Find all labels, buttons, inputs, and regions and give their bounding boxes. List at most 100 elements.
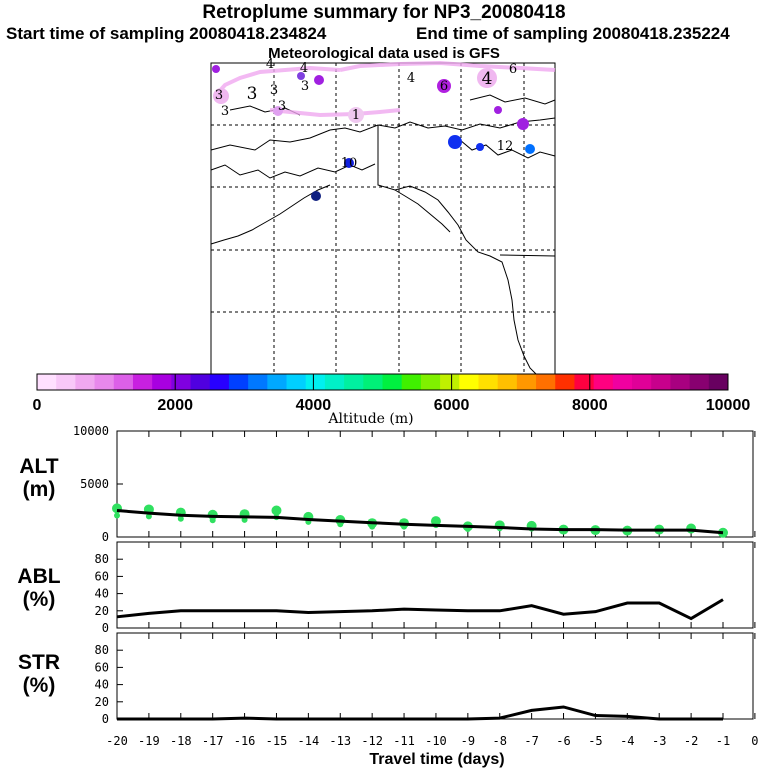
colorbar-swatch: [651, 374, 671, 390]
colorbar-swatch: [190, 374, 211, 390]
colorbar-swatch: [94, 374, 115, 390]
colorbar-swatch: [113, 374, 134, 390]
alt-plume-point: [209, 517, 216, 524]
panel-frame: [116, 632, 754, 720]
colorbar-swatch: [56, 374, 76, 390]
y-tick-label: 10000: [73, 424, 109, 438]
x-tick-label: -4: [620, 734, 634, 748]
map-day-label: 3: [221, 104, 229, 119]
colorbar-swatch: [305, 374, 326, 390]
plume-marker: [297, 72, 305, 80]
colorbar-swatch: [286, 374, 307, 390]
x-tick-label: -12: [361, 734, 383, 748]
map-gridlines: [211, 63, 555, 374]
colorbar-swatch: [516, 374, 537, 390]
colorbar-swatch: [209, 374, 230, 390]
plume-marker: [477, 68, 497, 88]
colorbar-swatch: [324, 374, 345, 390]
x-tick-label: -5: [588, 734, 602, 748]
x-tick-label: -16: [234, 734, 256, 748]
x-tick-label: -9: [461, 734, 475, 748]
colorbar-swatch: [363, 374, 383, 390]
colorbar-swatch: [171, 374, 192, 390]
plume-marker: [494, 106, 502, 114]
alt-plume-point: [271, 505, 282, 516]
colorbar-tick-label: 10000: [706, 397, 751, 414]
colorbar-swatch: [248, 374, 268, 390]
colorbar-tick-label: 4000: [296, 397, 332, 414]
map-day-label: 4: [266, 57, 274, 72]
alt-plume-point: [114, 512, 120, 519]
map-day-label: 4: [482, 69, 493, 89]
plume-marker: [517, 118, 529, 130]
plume-marker: [344, 158, 354, 168]
colorbar-swatch: [152, 374, 172, 390]
y-tick-label: 20: [95, 604, 109, 618]
plume-marker: [348, 107, 364, 123]
colorbar-swatch: [382, 374, 403, 390]
y-tick-label: 5000: [80, 477, 109, 491]
x-tick-label: -11: [393, 734, 415, 748]
x-tick-label: -14: [298, 734, 320, 748]
map-day-label: 6: [440, 79, 448, 94]
y-tick-label: 0: [102, 712, 109, 726]
colorbar-tick-label: 8000: [572, 397, 608, 414]
colorbar-swatch: [632, 374, 652, 390]
alt-median-line: [116, 509, 724, 535]
chart-title: Retroplume summary for NP3_20080418: [202, 2, 566, 23]
colorbar-swatch: [536, 374, 556, 390]
alt-plume-point: [145, 513, 152, 520]
colorbar-swatch: [440, 374, 460, 390]
x-tick-label: 0: [751, 734, 758, 748]
x-tick-label: -1: [716, 734, 730, 748]
plume-marker: [448, 135, 462, 149]
colorbar-swatch: [459, 374, 479, 390]
x-tick-label: -7: [524, 734, 538, 748]
alt-panel-label: ALT (m): [19, 455, 59, 501]
plume-marker: [311, 191, 321, 201]
plume-paths: [214, 60, 556, 118]
x-tick-label: -8: [493, 734, 507, 748]
alt-plume-point: [369, 523, 376, 530]
y-tick-label: 80: [95, 552, 109, 566]
panel-abl: 0 20 40 60 80: [95, 541, 756, 635]
colorbar-swatch: [75, 374, 96, 390]
x-tick-label: -13: [329, 734, 351, 748]
x-tick-label: -2: [684, 734, 698, 748]
colorbar-swatch: [478, 374, 499, 390]
map-day-label: 12: [497, 139, 514, 154]
end-time-label: End time of sampling 20080418.235224: [416, 24, 730, 43]
met-data-label: Meteorological data used is GFS: [268, 45, 500, 62]
panel-frame: [116, 541, 754, 629]
colorbar-swatch: [497, 374, 518, 390]
y-tick-label: 0: [102, 530, 109, 544]
map-day-label: 1: [352, 108, 360, 123]
y-tick-label: 40: [95, 587, 109, 601]
colorbar-swatch: [132, 374, 153, 390]
colorbar-swatch: [593, 374, 614, 390]
alt-plume-point: [241, 516, 248, 523]
y-tick-label: 60: [95, 569, 109, 583]
x-tick-label: -20: [106, 734, 128, 748]
map-day-label: 3: [247, 84, 258, 104]
map-day-label: 4: [300, 61, 308, 76]
map-day-label: 3: [301, 79, 309, 94]
x-axis-label: Travel time (days): [369, 751, 504, 768]
map-day-label: 4: [407, 71, 415, 86]
y-tick-label: 20: [95, 695, 109, 709]
plume-marker: [273, 106, 283, 116]
map-day-label: 3: [278, 99, 286, 114]
alt-plume-point: [177, 515, 184, 522]
plume-marker: [476, 143, 484, 151]
colorbar-swatch: [670, 374, 691, 390]
colorbar-swatch: [267, 374, 288, 390]
map-day-label: 3: [270, 83, 278, 98]
colorbar-frame: [36, 373, 729, 391]
start-time-label: Start time of sampling 20080418.234824: [6, 24, 327, 43]
plume-marker: [213, 88, 229, 104]
map-day-label: 10: [341, 156, 358, 171]
x-tick-label: -18: [170, 734, 192, 748]
str-line: [117, 705, 723, 721]
